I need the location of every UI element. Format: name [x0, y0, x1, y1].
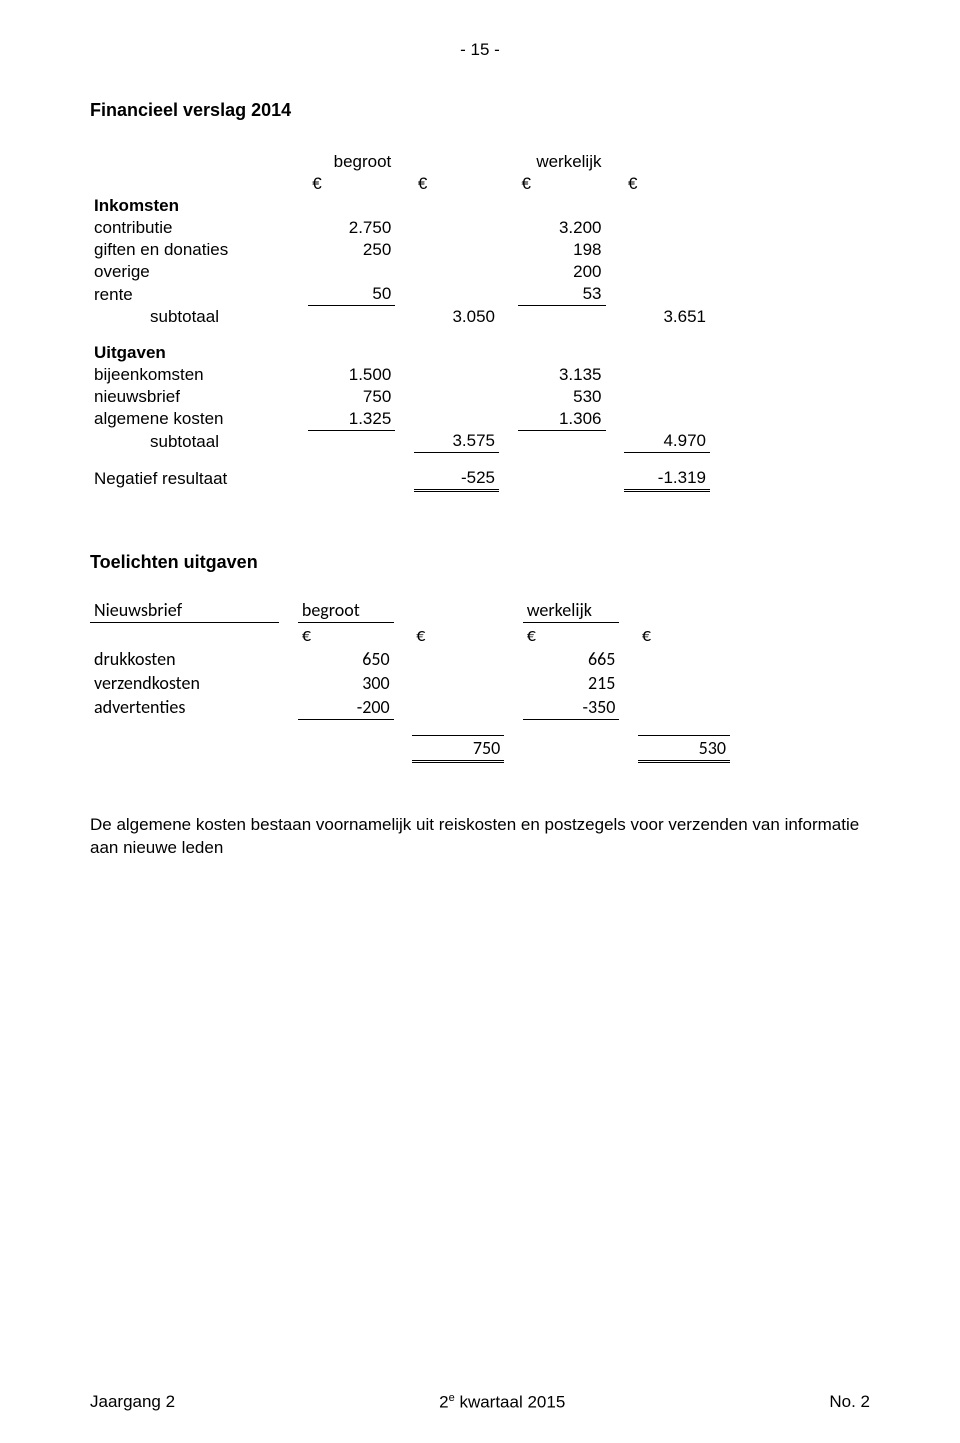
cell-value: 4.970 — [624, 430, 710, 453]
subtotal-label: subtotaal — [90, 306, 308, 328]
page: - 15 - Financieel verslag 2014 begroot w… — [0, 0, 960, 1443]
table-row: nieuwsbrief 750 530 — [90, 386, 710, 408]
result-label: Negatief resultaat — [90, 467, 308, 491]
col-werkelijk: werkelijk — [518, 151, 606, 173]
table-header-row: begroot werkelijk — [90, 151, 710, 173]
row-label: advertenties — [90, 695, 279, 720]
cell-value: 53 — [518, 283, 606, 306]
table-row: verzendkosten 300 215 — [90, 671, 730, 695]
page-number-top: - 15 - — [90, 40, 870, 60]
currency-row: € € € € — [90, 173, 710, 195]
currency-symbol: € — [523, 622, 620, 647]
footer-mid: 2e kwartaal 2015 — [439, 1392, 565, 1413]
subtotal-label: subtotaal — [90, 430, 308, 453]
footer-right: No. 2 — [829, 1392, 870, 1413]
table-row: rente 50 53 — [90, 283, 710, 306]
col-begroot: begroot — [308, 151, 395, 173]
currency-symbol: € — [412, 622, 504, 647]
cell-value: 750 — [308, 386, 395, 408]
row-label: algemene kosten — [90, 408, 308, 431]
cell-value: 3.200 — [518, 217, 606, 239]
cell-value: 530 — [638, 735, 730, 761]
footer-left: Jaargang 2 — [90, 1392, 175, 1413]
financial-table: begroot werkelijk € € € € Inkomsten cont… — [90, 151, 710, 492]
footer-mid-pre: 2 — [439, 1393, 448, 1412]
result-row: Negatief resultaat -525 -1.319 — [90, 467, 710, 491]
cell-value: 198 — [518, 239, 606, 261]
table-row: drukkosten 650 665 — [90, 647, 730, 671]
table-row: overige 200 — [90, 261, 710, 283]
cell-value: 665 — [523, 647, 620, 671]
table-header-row: Nieuwsbrief begroot werkelijk — [90, 598, 730, 623]
row-label: contributie — [90, 217, 308, 239]
row-label: nieuwsbrief — [90, 386, 308, 408]
cell-value: 650 — [298, 647, 394, 671]
inkomsten-label: Inkomsten — [90, 195, 308, 217]
page-footer: Jaargang 2 2e kwartaal 2015 No. 2 — [90, 1392, 870, 1413]
currency-symbol: € — [624, 173, 710, 195]
currency-symbol: € — [638, 622, 730, 647]
col-begroot: begroot — [298, 598, 394, 623]
footer-mid-post: kwartaal 2015 — [455, 1393, 566, 1412]
cell-value: 1.325 — [308, 408, 395, 431]
row-label: giften en donaties — [90, 239, 308, 261]
col-werkelijk: werkelijk — [523, 598, 620, 623]
currency-symbol: € — [518, 173, 606, 195]
cell-value: -350 — [523, 695, 620, 720]
cell-value: 300 — [298, 671, 394, 695]
currency-symbol: € — [308, 173, 395, 195]
cell-value: 530 — [518, 386, 606, 408]
row-label: rente — [90, 283, 308, 306]
inkomsten-header: Inkomsten — [90, 195, 710, 217]
subtotal-row: subtotaal 3.575 4.970 — [90, 430, 710, 453]
table-row: bijeenkomsten 1.500 3.135 — [90, 364, 710, 386]
cell-value: 750 — [412, 735, 504, 761]
page-title: Financieel verslag 2014 — [90, 100, 870, 121]
cell-value: 215 — [523, 671, 620, 695]
currency-symbol: € — [298, 622, 394, 647]
cell-value: 3.651 — [624, 306, 710, 328]
row-label: drukkosten — [90, 647, 279, 671]
cell-value: 3.050 — [414, 306, 499, 328]
nieuwsbrief-header: Nieuwsbrief — [90, 598, 279, 623]
table-row: giften en donaties 250 198 — [90, 239, 710, 261]
cell-value: 3.135 — [518, 364, 606, 386]
toelichten-table: Nieuwsbrief begroot werkelijk € € € € dr… — [90, 598, 730, 763]
row-label: bijeenkomsten — [90, 364, 308, 386]
subtotal-row: subtotaal 3.050 3.651 — [90, 306, 710, 328]
currency-symbol: € — [414, 173, 499, 195]
table-row: advertenties -200 -350 — [90, 695, 730, 720]
cell-value: -1.319 — [624, 467, 710, 491]
cell-value: 1.500 — [308, 364, 395, 386]
row-label: overige — [90, 261, 308, 283]
total-row: 750 530 — [90, 735, 730, 761]
cell-value: 2.750 — [308, 217, 395, 239]
table-row: contributie 2.750 3.200 — [90, 217, 710, 239]
toelichten-title: Toelichten uitgaven — [90, 552, 870, 573]
uitgaven-header: Uitgaven — [90, 342, 710, 364]
cell-value: 200 — [518, 261, 606, 283]
cell-value: -200 — [298, 695, 394, 720]
row-label: verzendkosten — [90, 671, 279, 695]
currency-row: € € € € — [90, 622, 730, 647]
cell-value — [308, 261, 395, 283]
cell-value: 50 — [308, 283, 395, 306]
cell-value: 3.575 — [414, 430, 499, 453]
note-text: De algemene kosten bestaan voornamelijk … — [90, 813, 870, 861]
table-row: algemene kosten 1.325 1.306 — [90, 408, 710, 431]
cell-value: 250 — [308, 239, 395, 261]
cell-value: 1.306 — [518, 408, 606, 431]
cell-value: -525 — [414, 467, 499, 491]
uitgaven-label: Uitgaven — [90, 342, 308, 364]
